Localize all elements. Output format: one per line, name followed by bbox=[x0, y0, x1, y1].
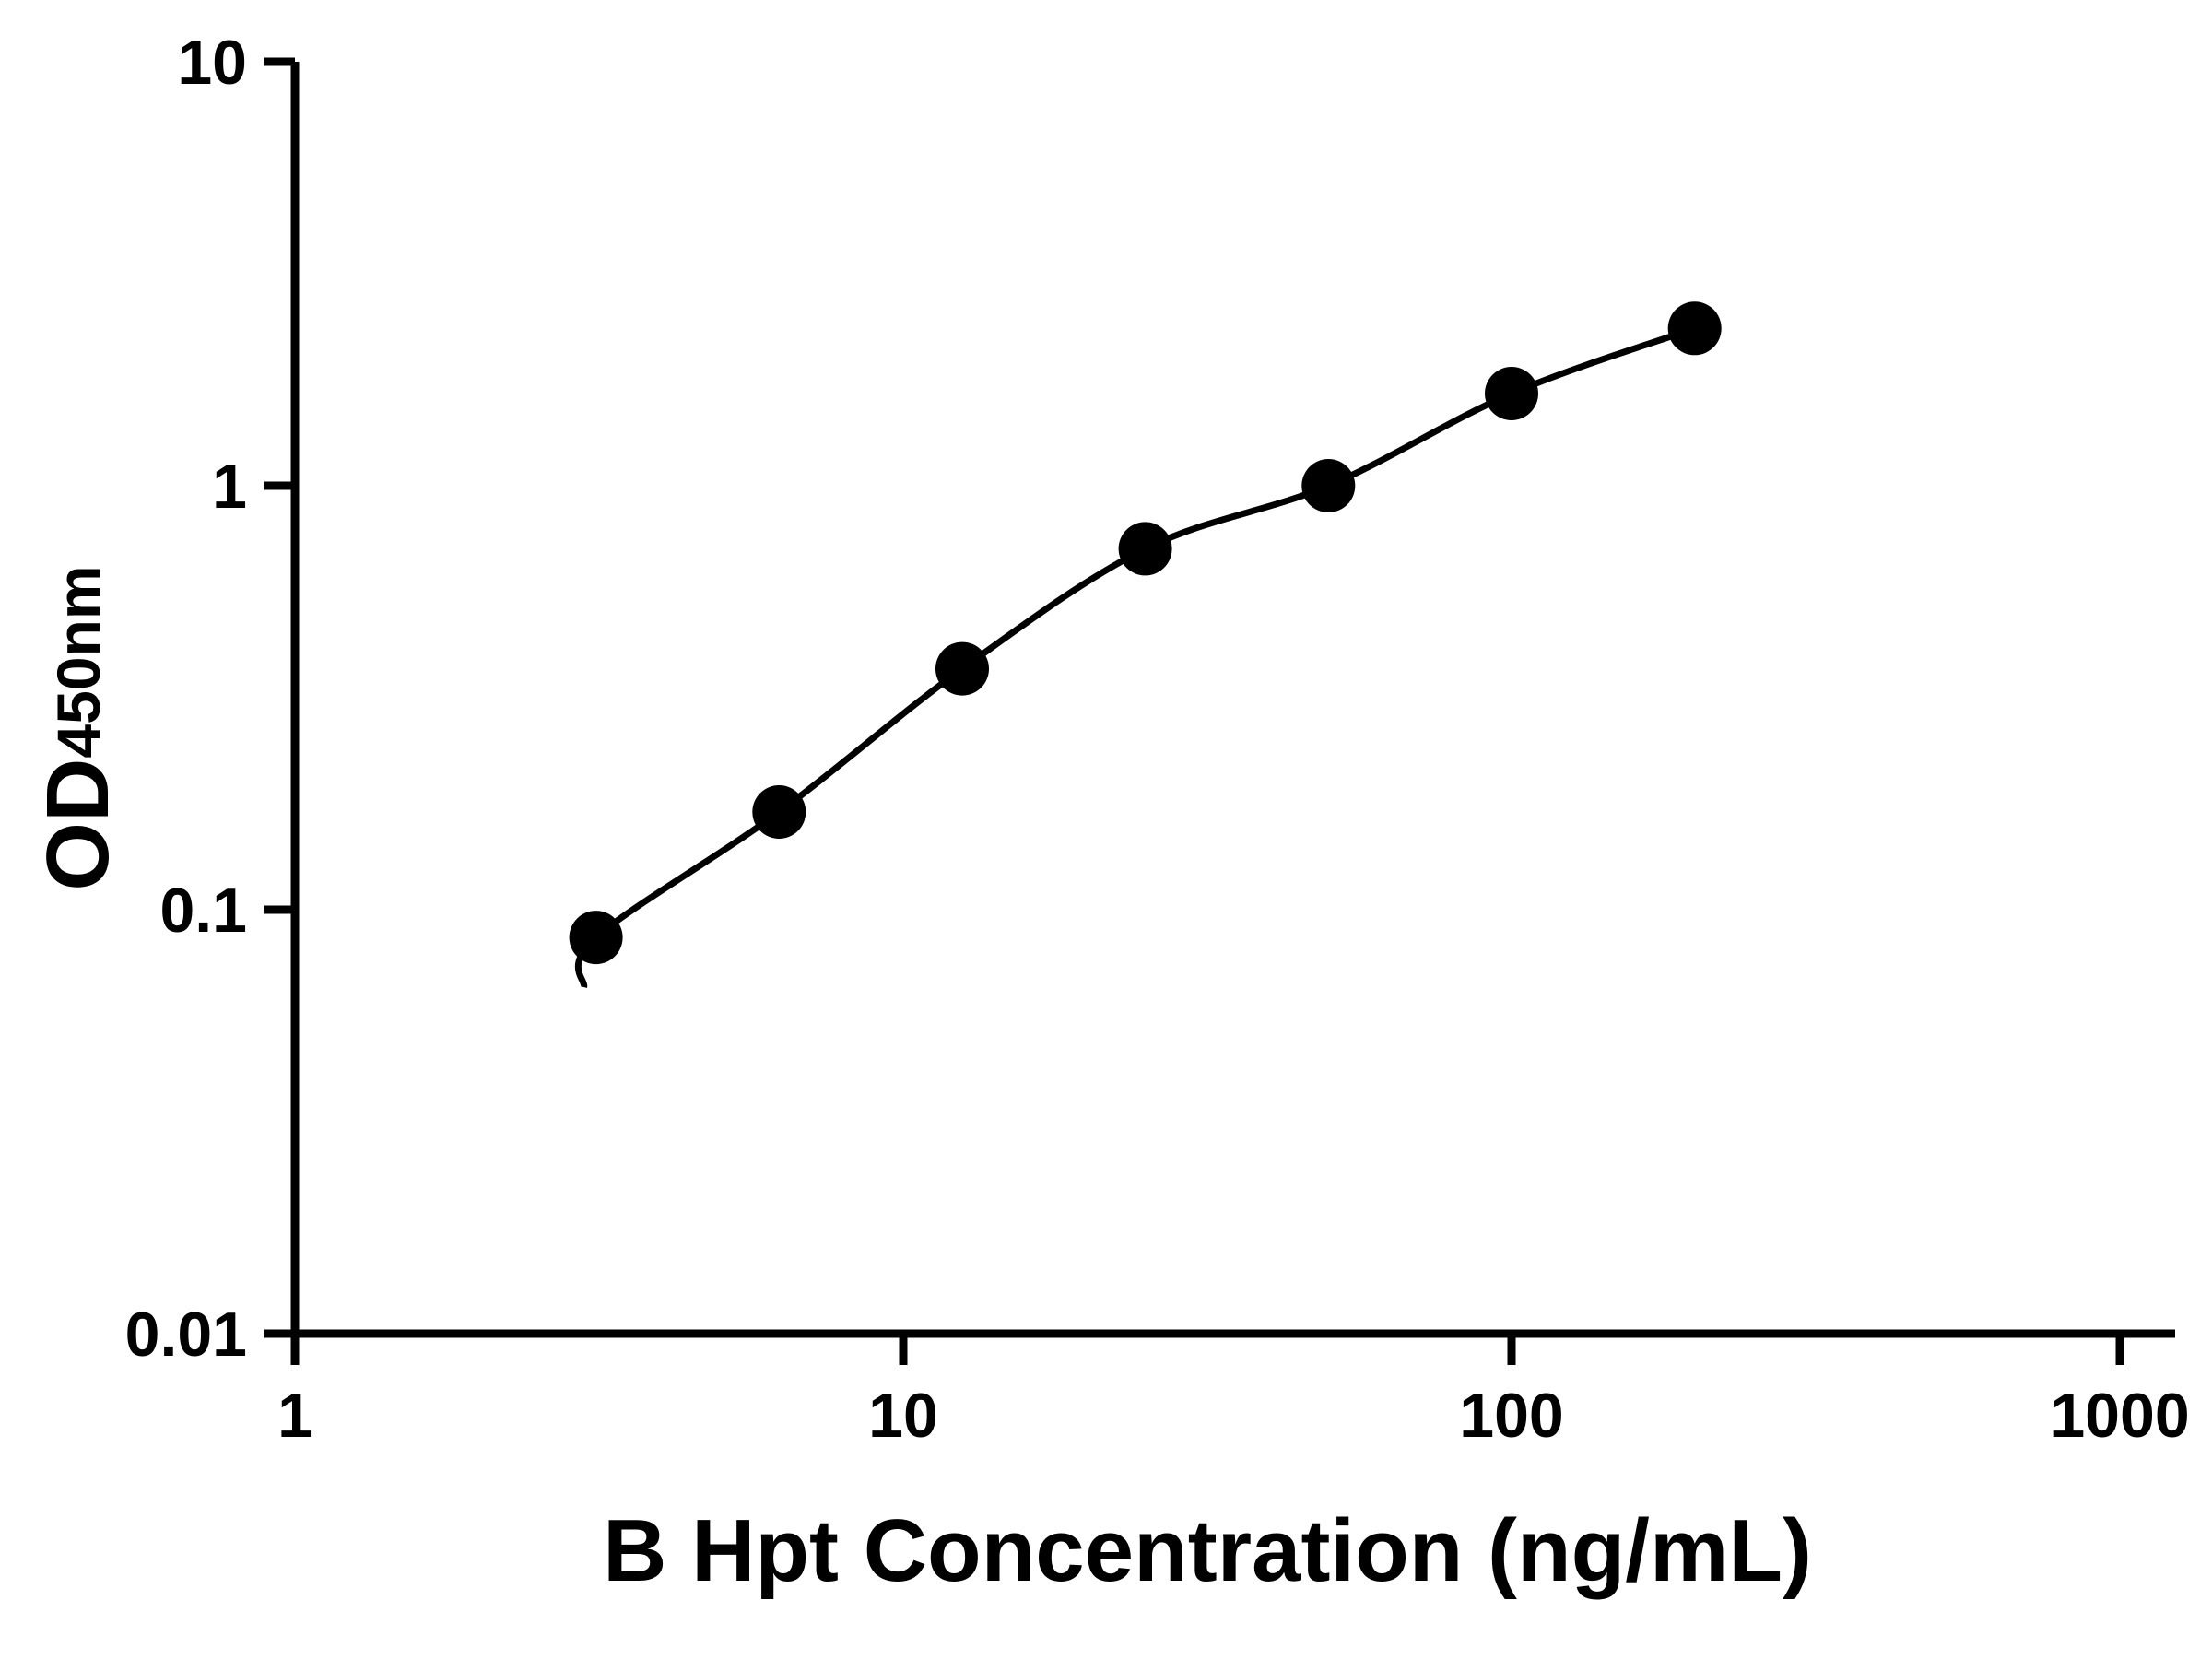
y-axis-title-main: OD bbox=[29, 758, 127, 891]
data-point bbox=[1667, 301, 1722, 356]
y-tick-label: 0.1 bbox=[159, 876, 247, 946]
x-tick-label: 10 bbox=[868, 1381, 938, 1451]
data-point bbox=[569, 911, 623, 965]
y-tick-label: 10 bbox=[177, 28, 247, 98]
data-point bbox=[1485, 367, 1538, 420]
x-tick-label: 1000 bbox=[2050, 1381, 2189, 1451]
y-axis-title-subscript: 450nm bbox=[44, 565, 112, 759]
y-tick-label: 0.01 bbox=[125, 1300, 247, 1370]
data-point bbox=[752, 785, 806, 839]
x-tick-label: 100 bbox=[1459, 1381, 1563, 1451]
data-point bbox=[1301, 459, 1356, 512]
data-point bbox=[935, 641, 989, 696]
x-tick-label: 1 bbox=[277, 1381, 312, 1451]
data-point bbox=[1118, 522, 1172, 576]
y-axis-title: OD 450nm bbox=[0, 442, 157, 1014]
y-tick-label: 1 bbox=[212, 452, 247, 522]
x-axis-title: B Hpt Concentration (ng/mL) bbox=[603, 1501, 1812, 1600]
fit-curve bbox=[574, 325, 1696, 988]
